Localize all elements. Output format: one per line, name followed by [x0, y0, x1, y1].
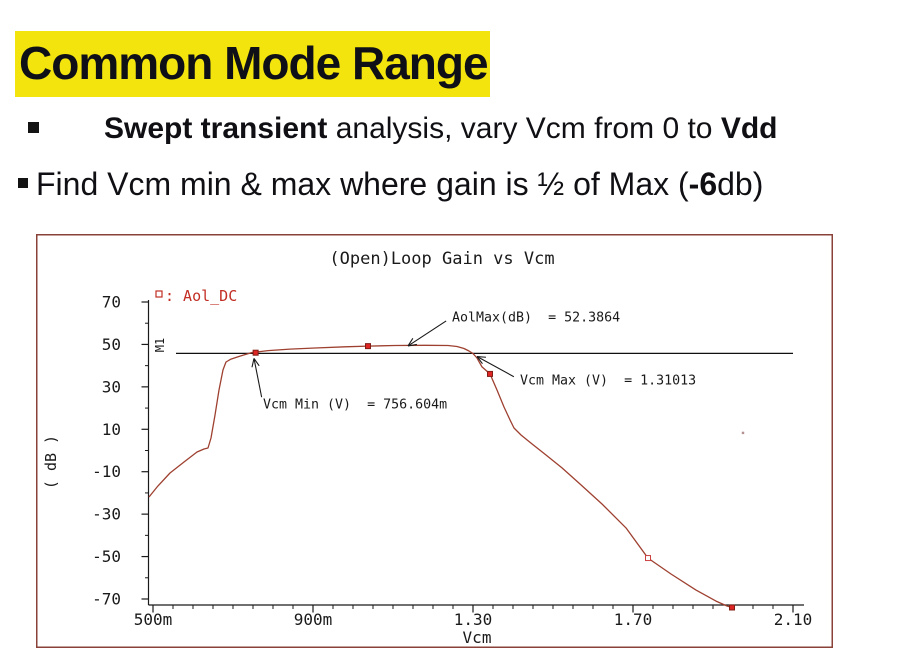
curve-point-marker: [365, 343, 371, 350]
annotation-arrowhead-icon: [476, 355, 487, 358]
title-highlight: Common Mode Range: [15, 31, 490, 97]
curve-point-marker: [645, 555, 651, 562]
legend-label: : Aol_DC: [165, 287, 237, 305]
curve-point-marker: [729, 604, 735, 611]
aol-dc-curve: [148, 344, 733, 609]
annotation-text-1: Vcm Min (V) = 756.604m: [263, 398, 447, 413]
annotation-leader-line: [407, 320, 447, 347]
curve-point-marker: [487, 370, 493, 377]
gain-vs-vcm-chart: (Open)Loop Gain vs Vcm : Aol_DC 70 50 30 10 -1…: [36, 234, 833, 648]
curve-point-marker: [252, 349, 259, 356]
y-tick-label: 70: [102, 293, 121, 312]
x-tick-label: 1.70: [614, 610, 653, 629]
y-tick-label: -70: [92, 589, 121, 608]
y-tick-label: 30: [102, 377, 121, 396]
bullet-2-text: Find Vcm min & max where gain is ½ of Ma…: [36, 166, 764, 202]
x-tick-label: 2.10: [774, 610, 813, 629]
scan-speck: [741, 431, 745, 435]
y-tick-label: -30: [92, 505, 121, 524]
annotation-text-2: Vcm Max (V) = 1.31013: [520, 374, 696, 389]
x-tick-label: 1.30: [454, 610, 493, 629]
annotation-arrowhead-icon: [407, 338, 414, 347]
page-title: Common Mode Range: [19, 37, 489, 89]
y-tick-label: -10: [92, 462, 121, 481]
x-tick-label: 500m: [134, 610, 173, 629]
annotation-arrowhead-icon: [253, 358, 260, 367]
y-tick-label: 50: [102, 335, 121, 354]
m1-marker-label: M1: [153, 338, 167, 352]
y-tick-label: 10: [102, 420, 121, 439]
x-axis-label: Vcm: [463, 628, 492, 647]
annotation-arrowhead-icon: [251, 358, 255, 368]
chart-frame: [36, 234, 833, 648]
annotation-leader-line: [476, 356, 515, 378]
annotation-arrowhead-icon: [476, 356, 483, 365]
annotation-arrowhead-icon: [407, 343, 417, 347]
bullet-square-icon: [18, 178, 28, 188]
annotation-leader-line: [253, 358, 263, 398]
y-axis-label: ( dB ): [42, 435, 60, 489]
bullet-1-text: Swept transient analysis, vary Vcm from …: [104, 112, 778, 145]
x-tick-label: 900m: [294, 610, 333, 629]
bullet-square-icon: [28, 122, 39, 133]
chart-canvas: (Open)Loop Gain vs Vcm : Aol_DC 70 50 30 10 -1…: [36, 234, 833, 648]
annotation-text-0: AolMax(dB) = 52.3864: [452, 311, 620, 326]
legend-square-marker-icon: [155, 290, 163, 298]
y-tick-label: -50: [92, 547, 121, 566]
chart-title: (Open)Loop Gain vs Vcm: [329, 249, 554, 269]
